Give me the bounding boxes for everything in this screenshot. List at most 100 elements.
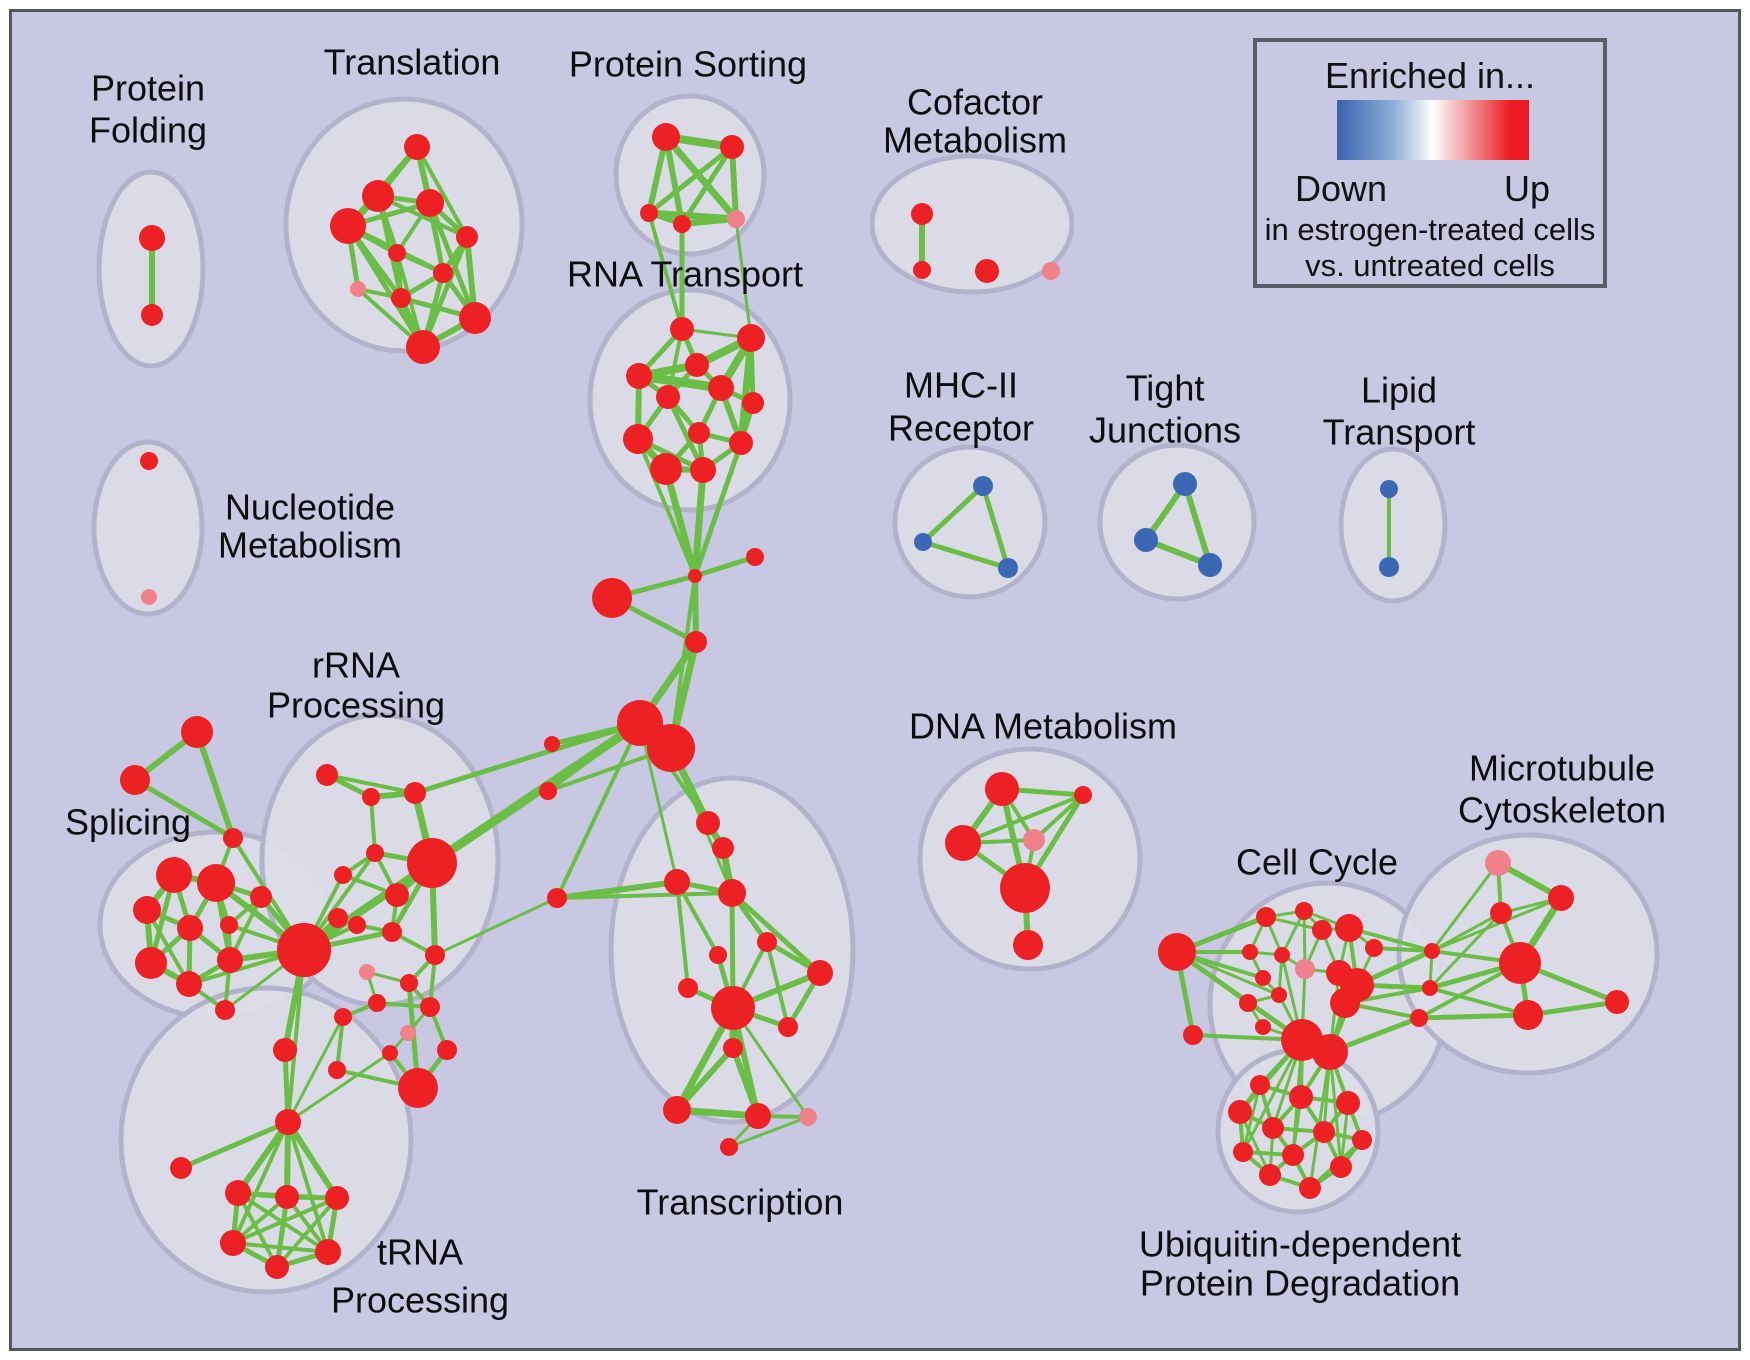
node-pf2[interactable] (141, 304, 163, 326)
node-nm2[interactable] (141, 589, 157, 605)
node-rt4[interactable] (626, 363, 652, 389)
node-ps2[interactable] (720, 135, 744, 159)
node-c12[interactable] (1239, 994, 1257, 1012)
node-t11[interactable] (406, 330, 440, 364)
node-u2[interactable] (1289, 1085, 1313, 1109)
node-sg2[interactable] (120, 765, 150, 795)
node-sg3[interactable] (223, 828, 243, 848)
node-sp9[interactable] (217, 947, 243, 973)
node-t1[interactable] (404, 134, 430, 160)
node-mh1[interactable] (973, 476, 993, 496)
node-ps4[interactable] (673, 215, 691, 233)
node-cf3[interactable] (975, 259, 999, 283)
node-rr8[interactable] (328, 908, 348, 928)
node-t10[interactable] (459, 302, 491, 334)
node-u6[interactable] (1313, 1121, 1335, 1143)
node-jbig[interactable] (592, 578, 632, 618)
node-tr2[interactable] (712, 837, 734, 859)
node-sp8[interactable] (176, 971, 202, 997)
node-rr16[interactable] (382, 1045, 398, 1061)
node-tr9[interactable] (778, 1017, 798, 1037)
node-nm1[interactable] (140, 452, 158, 470)
node-cj1[interactable] (1424, 943, 1440, 959)
node-tc[interactable] (275, 1109, 301, 1135)
node-trp[interactable] (799, 1108, 817, 1126)
node-sp3[interactable] (133, 896, 161, 924)
node-rr3[interactable] (404, 782, 426, 804)
node-d1[interactable] (985, 772, 1019, 806)
node-rr4[interactable] (366, 844, 384, 862)
node-cf1[interactable] (911, 203, 933, 225)
node-t2[interactable] (362, 180, 394, 212)
node-u10[interactable] (1330, 1156, 1352, 1178)
node-rt11[interactable] (650, 453, 682, 485)
node-tr12[interactable] (745, 1103, 771, 1129)
node-rt10[interactable] (729, 431, 753, 455)
node-rr2[interactable] (362, 788, 380, 806)
node-c15[interactable] (1255, 1019, 1271, 1035)
node-c4[interactable] (1335, 914, 1363, 942)
node-cj3[interactable] (1410, 1009, 1428, 1027)
node-c2[interactable] (1295, 902, 1313, 920)
node-tr7[interactable] (678, 978, 698, 998)
node-t4[interactable] (330, 208, 366, 244)
node-t9[interactable] (391, 288, 411, 308)
node-sp5[interactable] (220, 916, 238, 934)
node-th1[interactable] (225, 1180, 251, 1206)
node-th2[interactable] (275, 1185, 299, 1209)
node-rr12[interactable] (400, 974, 418, 992)
node-rt9[interactable] (623, 424, 653, 454)
node-ti[interactable] (170, 1157, 192, 1179)
node-rr20[interactable] (328, 1061, 346, 1079)
node-c9[interactable] (1365, 939, 1383, 957)
node-rt3[interactable] (685, 353, 709, 377)
node-rt12[interactable] (690, 457, 716, 483)
node-rr10[interactable] (382, 922, 402, 942)
node-tr8[interactable] (807, 960, 833, 986)
node-u11[interactable] (1259, 1164, 1281, 1186)
node-t7[interactable] (433, 263, 453, 283)
node-sp6[interactable] (250, 886, 272, 908)
node-sp10[interactable] (215, 1000, 235, 1020)
node-c6[interactable] (1274, 947, 1290, 963)
node-u5[interactable] (1262, 1117, 1284, 1139)
node-cp[interactable] (1295, 959, 1315, 979)
node-hub2[interactable] (647, 724, 695, 772)
node-mh3[interactable] (998, 558, 1018, 578)
node-tj2[interactable] (1134, 528, 1158, 552)
node-rr13[interactable] (334, 1008, 352, 1026)
node-cj2[interactable] (1422, 980, 1438, 996)
node-th4[interactable] (220, 1230, 246, 1256)
node-sp7[interactable] (135, 947, 167, 979)
node-tr11[interactable] (663, 1096, 691, 1124)
node-m2[interactable] (1490, 902, 1512, 924)
node-mp[interactable] (1485, 850, 1511, 876)
node-tr10[interactable] (723, 1038, 743, 1058)
node-th6[interactable] (265, 1255, 289, 1279)
node-j1[interactable] (688, 569, 702, 583)
node-mh2[interactable] (914, 533, 932, 551)
node-d3[interactable] (945, 825, 981, 861)
node-u7[interactable] (1352, 1130, 1372, 1150)
node-ps1[interactable] (652, 123, 680, 151)
node-rt2[interactable] (737, 324, 765, 352)
node-pf1[interactable] (139, 225, 165, 251)
node-u4[interactable] (1228, 1100, 1252, 1124)
node-c11[interactable] (1271, 987, 1287, 1003)
node-tr3[interactable] (664, 869, 690, 895)
node-lp1[interactable] (1380, 480, 1398, 498)
node-tr1[interactable] (696, 811, 720, 835)
node-rrp2[interactable] (400, 1025, 416, 1041)
node-sp2[interactable] (197, 864, 235, 902)
node-jl2[interactable] (539, 782, 557, 800)
node-tr5[interactable] (757, 932, 777, 952)
node-sg1[interactable] (181, 716, 213, 748)
node-sp1[interactable] (156, 857, 192, 893)
node-rt7[interactable] (742, 392, 764, 414)
node-rt1[interactable] (670, 317, 694, 341)
node-u9[interactable] (1282, 1144, 1304, 1166)
node-t3[interactable] (416, 189, 444, 217)
node-rr1[interactable] (316, 764, 338, 786)
node-rrb[interactable] (398, 1068, 438, 1108)
node-rt6[interactable] (656, 385, 680, 409)
